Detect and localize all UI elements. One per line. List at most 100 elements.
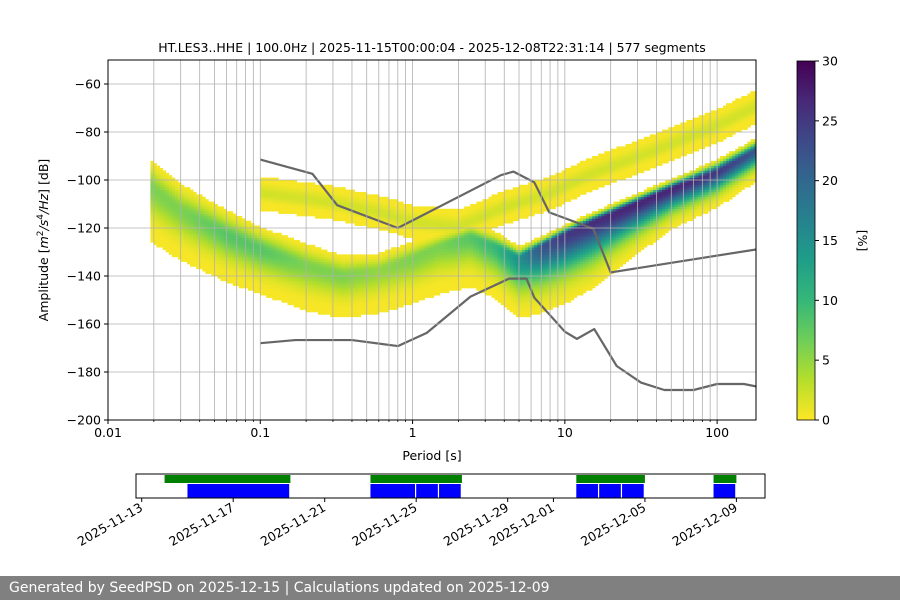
psd-density-cell xyxy=(488,208,492,212)
psd-density-cell xyxy=(357,192,361,195)
psd-density-cell xyxy=(506,297,511,301)
psd-density-cell xyxy=(254,240,258,243)
psd-density-cell xyxy=(363,273,368,277)
psd-density-cell xyxy=(293,189,298,193)
psd-density-cell xyxy=(427,223,432,226)
psd-density-cell xyxy=(540,249,544,253)
psd-density-cell xyxy=(488,273,492,277)
psd-density-cell xyxy=(305,261,310,265)
psd-density-cell xyxy=(317,247,322,250)
psd-density-cell xyxy=(430,261,435,265)
psd-density-cell xyxy=(260,271,264,274)
psd-density-cell xyxy=(476,230,480,234)
psd-density-cell xyxy=(476,218,480,222)
psd-density-cell xyxy=(174,180,179,183)
psd-density-cell xyxy=(509,261,514,265)
psd-density-cell xyxy=(235,235,240,238)
psd-density-cell xyxy=(336,309,340,313)
psd-density-cell xyxy=(177,199,182,202)
psd-density-cell xyxy=(375,259,380,262)
psd-density-cell xyxy=(302,295,307,298)
psd-density-cell xyxy=(333,290,337,294)
psd-density-cell xyxy=(479,201,483,205)
psd-density-cell xyxy=(317,283,322,286)
psd-density-cell xyxy=(278,182,282,186)
psd-density-cell xyxy=(369,290,374,294)
psd-density-cell xyxy=(354,273,358,277)
psd-density-cell xyxy=(491,249,496,253)
psd-density-cell xyxy=(272,288,276,291)
psd-density-cell xyxy=(552,302,556,306)
psd-density-cell xyxy=(445,220,450,224)
psd-density-cell xyxy=(485,247,489,250)
psd-density-cell xyxy=(226,247,231,250)
psd-density-cell xyxy=(439,211,444,214)
psd-density-cell xyxy=(260,264,264,267)
psd-density-cell xyxy=(458,213,462,217)
psd-density-cell xyxy=(284,280,288,284)
psd-density-cell xyxy=(488,271,492,274)
psd-density-cell xyxy=(372,273,377,277)
psd-density-cell xyxy=(308,199,313,202)
psd-density-cell xyxy=(302,271,307,274)
psd-density-cell xyxy=(500,201,505,205)
psd-density-cell xyxy=(241,223,246,226)
psd-density-cell xyxy=(281,211,285,214)
psd-density-cell xyxy=(321,271,325,274)
psd-density-cell xyxy=(406,244,410,248)
psd-density-cell xyxy=(205,228,209,231)
psd-density-cell xyxy=(308,264,313,267)
psd-density-cell xyxy=(305,304,310,308)
psd-density-cell xyxy=(543,206,547,210)
psd-density-cell xyxy=(159,199,164,202)
psd-density-cell xyxy=(485,232,489,236)
psd-density-cell xyxy=(461,211,465,214)
psd-density-cell xyxy=(391,297,395,301)
psd-density-cell xyxy=(427,285,432,289)
psd-density-cell xyxy=(342,204,346,207)
psd-density-cell xyxy=(363,192,368,195)
psd-density-cell xyxy=(491,232,496,236)
psd-density-cell xyxy=(549,271,553,274)
psd-density-cell xyxy=(202,244,206,248)
psd-density-cell xyxy=(363,206,368,210)
psd-density-cell xyxy=(525,312,529,315)
psd-density-cell xyxy=(360,254,365,258)
psd-density-cell xyxy=(357,199,361,202)
psd-density-cell xyxy=(308,247,313,250)
psd-density-cell xyxy=(284,194,288,198)
psd-density-cell xyxy=(455,280,459,284)
psd-density-cell xyxy=(302,211,307,214)
psd-density-cell xyxy=(299,204,304,207)
psd-density-cell xyxy=(445,228,450,231)
psd-density-cell xyxy=(409,302,413,306)
psd-density-cell xyxy=(269,249,273,253)
psd-density-cell xyxy=(281,292,285,296)
psd-density-cell xyxy=(272,201,276,205)
psd-density-cell xyxy=(531,278,535,282)
psd-density-cell xyxy=(311,204,316,207)
psd-density-cell xyxy=(187,196,191,200)
psd-density-cell xyxy=(412,268,416,272)
psd-density-cell xyxy=(293,302,298,306)
psd-density-cell xyxy=(305,249,310,253)
psd-density-cell xyxy=(503,280,508,284)
psd-density-cell xyxy=(418,268,422,272)
psd-density-cell xyxy=(220,211,224,214)
psd-density-cell xyxy=(360,199,365,202)
psd-density-cell xyxy=(247,259,252,262)
psd-density-cell xyxy=(311,302,316,306)
psd-density-cell xyxy=(202,196,206,200)
psd-density-cell xyxy=(324,194,328,198)
psd-density-cell xyxy=(522,285,526,289)
psd-density-cell xyxy=(345,309,349,313)
psd-density-cell xyxy=(324,256,328,260)
psd-density-cell xyxy=(238,242,243,246)
psd-density-cell xyxy=(485,290,489,294)
psd-density-cell xyxy=(506,261,511,265)
psd-density-cell xyxy=(415,273,419,277)
psd-density-cell xyxy=(275,276,279,279)
psd-density-cell xyxy=(394,280,398,284)
psd-density-cell xyxy=(476,252,480,255)
psd-density-cell xyxy=(421,240,425,243)
